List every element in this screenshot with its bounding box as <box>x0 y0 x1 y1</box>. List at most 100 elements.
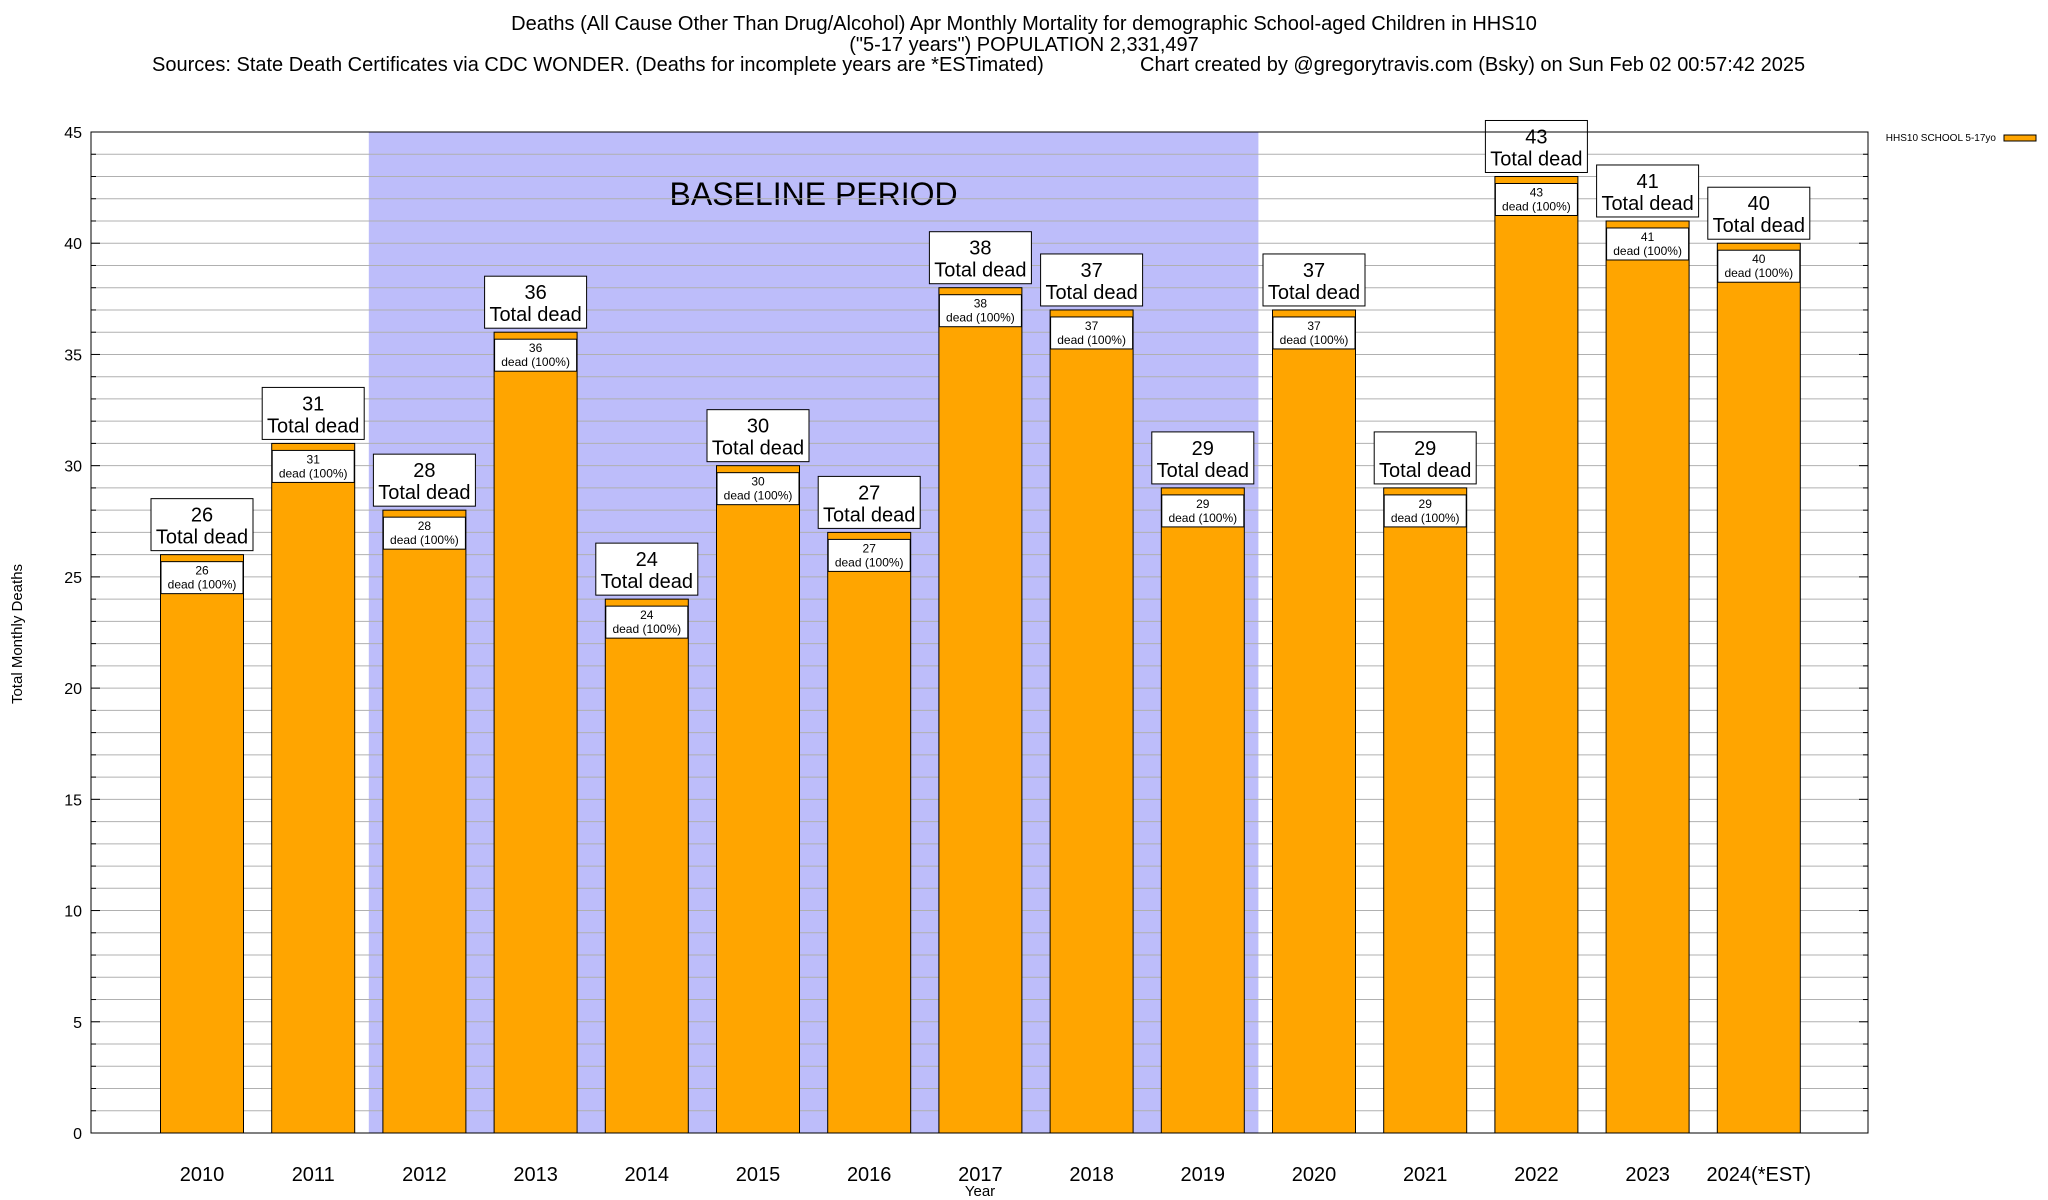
inner-label-text: dead (100%) <box>279 466 348 480</box>
total-label-box <box>1707 186 1811 240</box>
inner-label-text: dead (100%) <box>168 578 237 592</box>
x-tick-label: 2019 <box>1181 1164 1226 1186</box>
inner-label-box <box>160 561 244 595</box>
legend-swatch <box>2003 134 2037 142</box>
total-label-value: 40 <box>1748 193 1770 215</box>
inner-label-box <box>827 538 911 572</box>
inner-label-text: dead (100%) <box>946 311 1015 325</box>
total-label-text: Total dead <box>1157 460 1249 482</box>
inner-label-text: dead (100%) <box>1057 333 1126 347</box>
inner-label-text: dead (100%) <box>390 533 459 547</box>
total-label-value: 31 <box>302 393 324 415</box>
total-label-value: 37 <box>1303 260 1325 282</box>
inner-label-text: dead (100%) <box>1168 511 1237 525</box>
x-tick-label: 2010 <box>180 1164 225 1186</box>
total-label-text: Total dead <box>1490 148 1582 170</box>
total-label-value: 38 <box>969 238 991 260</box>
inner-label-box <box>494 338 578 372</box>
y-tick-label: 25 <box>64 570 82 587</box>
inner-label-box <box>1606 227 1690 261</box>
inner-label-value: 24 <box>640 608 654 622</box>
y-tick-label: 30 <box>64 459 82 476</box>
total-label-text: Total dead <box>823 504 915 526</box>
total-label-box <box>1151 431 1255 485</box>
inner-label-box <box>1161 494 1245 528</box>
total-label-box <box>484 275 588 329</box>
y-axis-label: Total Monthly Deaths <box>9 564 26 704</box>
inner-label-value: 36 <box>529 341 543 355</box>
inner-label-value: 29 <box>1196 497 1210 511</box>
x-tick-label: 2017 <box>958 1164 1003 1186</box>
chart-sources: Sources: State Death Certificates via CD… <box>152 54 1044 76</box>
total-label-text: Total dead <box>712 438 804 460</box>
inner-label-text: dead (100%) <box>612 622 681 636</box>
total-label-box <box>1262 253 1366 307</box>
total-label-text: Total dead <box>489 304 581 326</box>
inner-label-value: 37 <box>1307 319 1321 333</box>
total-label-box <box>372 453 476 507</box>
inner-label-box <box>605 605 689 639</box>
total-label-box <box>1484 119 1588 173</box>
chart-title-line-2: ("5-17 years") POPULATION 2,331,497 <box>849 34 1199 56</box>
inner-label-box <box>938 294 1022 328</box>
inner-label-value: 30 <box>751 475 765 489</box>
bar <box>493 331 578 1134</box>
total-label-value: 43 <box>1525 126 1547 148</box>
total-label-value: 28 <box>413 460 435 482</box>
inner-label-value: 38 <box>974 297 988 311</box>
total-label-box <box>1373 431 1477 485</box>
total-label-text: Total dead <box>601 571 693 593</box>
inner-label-value: 43 <box>1530 185 1544 199</box>
total-label-value: 37 <box>1080 260 1102 282</box>
bar <box>1494 175 1579 1134</box>
inner-label-box <box>1494 182 1578 216</box>
bar <box>938 287 1023 1134</box>
inner-label-value: 26 <box>195 564 209 578</box>
total-label-text: Total dead <box>1045 282 1137 304</box>
baseline-period-label: BASELINE PERIOD <box>670 176 958 212</box>
legend-layer: HHS10 SCHOOL 5-17yo <box>1886 133 2037 144</box>
bar <box>1383 487 1468 1134</box>
inner-label-text: dead (100%) <box>1613 244 1682 258</box>
chart-credit: Chart created by @gregorytravis.com (Bsk… <box>1140 54 1806 76</box>
total-label-text: Total dead <box>1601 193 1693 215</box>
bar <box>1716 242 1801 1134</box>
chart-title: Deaths (All Cause Other Than Drug/Alcoho… <box>0 14 2048 56</box>
inner-label-value: 27 <box>863 541 877 555</box>
bar <box>1049 309 1134 1134</box>
x-tick-label: 2013 <box>513 1164 558 1186</box>
inner-label-value: 40 <box>1752 252 1766 266</box>
plot-frame <box>90 131 1869 1134</box>
x-tick-label: 2023 <box>1625 1164 1670 1186</box>
bar <box>1272 309 1356 1134</box>
total-label-text: Total dead <box>1379 460 1471 482</box>
total-label-value: 29 <box>1192 438 1214 460</box>
inner-label-box <box>1272 316 1356 350</box>
total-label-value: 36 <box>524 282 546 304</box>
total-label-box <box>1596 164 1700 218</box>
bar <box>1160 487 1245 1134</box>
inner-label-text: dead (100%) <box>1502 199 1571 213</box>
bar <box>827 531 912 1134</box>
x-tick-label: 2020 <box>1292 1164 1337 1186</box>
legend-label: HHS10 SCHOOL 5-17yo <box>1886 133 1997 144</box>
x-tick-label: 2016 <box>847 1164 892 1186</box>
x-tick-label: 2022 <box>1514 1164 1559 1186</box>
total-label-value: 30 <box>747 416 769 438</box>
total-label-box <box>817 475 921 529</box>
inner-label-text: dead (100%) <box>501 355 570 369</box>
x-tick-label: 2014 <box>625 1164 670 1186</box>
total-label-value: 41 <box>1636 171 1658 193</box>
bar <box>382 509 467 1134</box>
bar <box>271 442 356 1134</box>
bar <box>160 554 244 1134</box>
inner-label-value: 28 <box>418 519 432 533</box>
total-label-text: Total dead <box>1268 282 1360 304</box>
y-tick-label: 40 <box>64 236 82 253</box>
total-label-box <box>595 542 699 596</box>
inner-label-box <box>1383 494 1467 528</box>
y-tick-label: 5 <box>73 1015 82 1032</box>
axis-layer: 0 5 10 15 20 25 30 35 40 45 2010 2011 2012 2013 2014 20… <box>9 125 1869 1200</box>
inner-label-text: dead (100%) <box>1724 266 1793 280</box>
